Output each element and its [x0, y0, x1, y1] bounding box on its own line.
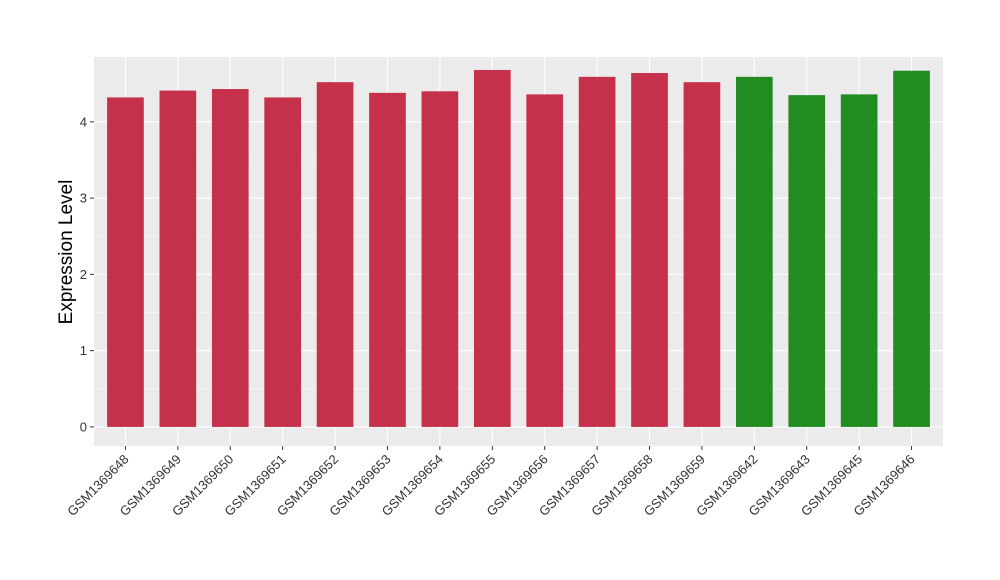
y-tick-label: 4	[80, 114, 87, 129]
bars	[107, 69, 930, 427]
y-axis: 0 1 2 3 4	[80, 114, 94, 434]
y-tick-label: 2	[80, 267, 87, 282]
bar	[526, 94, 564, 427]
bar	[631, 73, 668, 427]
bar	[369, 92, 406, 427]
bar	[683, 82, 721, 427]
y-tick-label: 1	[80, 343, 87, 358]
y-tick-label: 3	[80, 191, 87, 206]
bar	[578, 76, 616, 427]
bar	[473, 69, 511, 427]
bar	[159, 90, 197, 427]
bar	[893, 70, 930, 427]
bar	[735, 76, 773, 427]
bar	[211, 89, 249, 427]
y-tick-label: 0	[80, 419, 87, 434]
bar	[316, 82, 354, 427]
bar	[788, 95, 826, 427]
x-axis: GSM1369648GSM1369649GSM1369650GSM1369651…	[64, 446, 918, 519]
bar	[107, 97, 144, 427]
bar	[421, 91, 459, 427]
bar	[264, 97, 302, 427]
y-axis-title: Expression Level	[56, 180, 77, 325]
bar	[840, 94, 878, 427]
